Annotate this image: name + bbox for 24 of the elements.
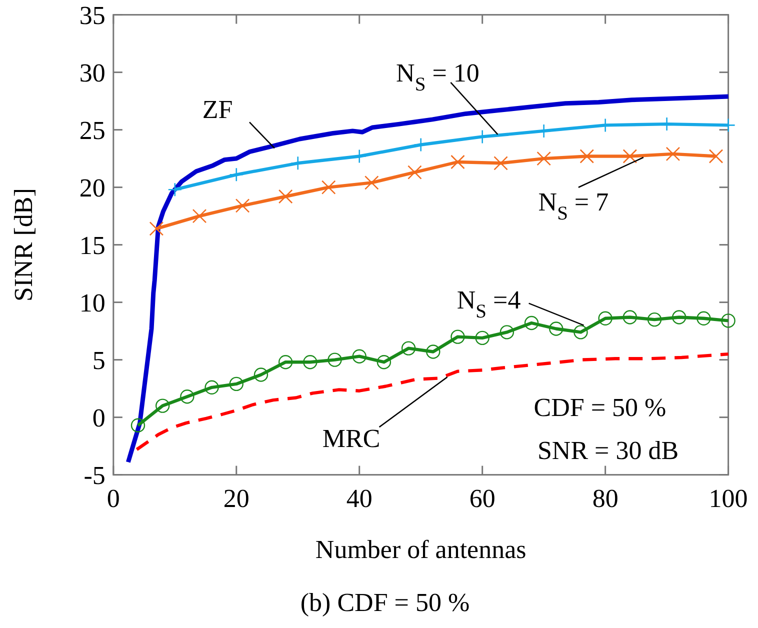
y-tick-label: 30	[79, 58, 106, 88]
annotation: MRC	[322, 424, 380, 454]
x-axis-title: Number of antennas	[315, 535, 526, 564]
y-tick-label: 10	[79, 288, 106, 318]
y-tick-label: 15	[79, 230, 106, 260]
y-tick-label: -5	[84, 460, 106, 490]
annotation: SNR = 30 dB	[537, 436, 679, 465]
y-axis-title: SINR [dB]	[9, 188, 38, 302]
x-tick-label: 80	[592, 484, 618, 513]
x-tick-label: 60	[469, 484, 496, 513]
annotation: N$_{S}$ = 10	[396, 58, 480, 96]
y-tick-label: 20	[79, 173, 106, 202]
x-tick-label: 20	[223, 484, 250, 513]
x-tick-label: 100	[708, 484, 748, 513]
annotation: N$_{S}$ = 7	[538, 187, 609, 224]
annotation: CDF = 50 %	[534, 392, 666, 422]
y-tick-label: 35	[79, 0, 106, 30]
x-tick-label: 40	[346, 484, 372, 513]
text: (b) CDF = 50 %	[300, 588, 470, 617]
annotation: N$_{S}$ =4	[456, 285, 521, 322]
y-tick-label: 25	[79, 116, 106, 145]
annotation: ZF	[202, 95, 233, 124]
y-tick-label: 5	[92, 346, 106, 375]
y-tick-label: 0	[92, 403, 106, 432]
